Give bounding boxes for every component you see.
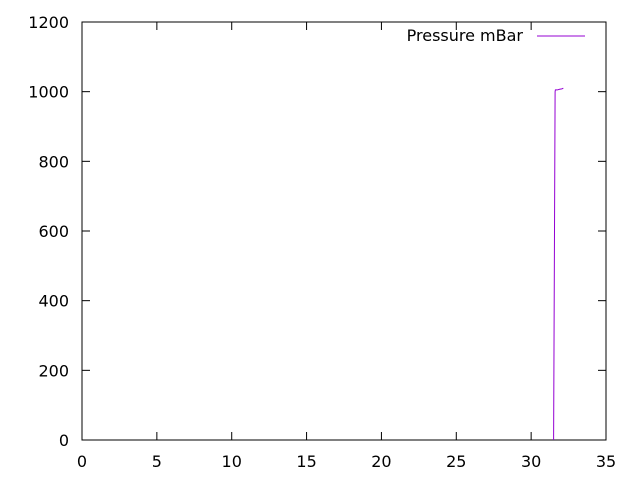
series-layer (553, 87, 564, 441)
x-tick-label: 0 (77, 452, 87, 471)
legend: Pressure mBar (407, 26, 585, 45)
axis-tick-labels: 0 5 10 15 20 25 30 35 0 200 400 600 800 1000 1200 (28, 13, 616, 471)
y-tick-label: 600 (38, 222, 69, 241)
y-tick-label: 400 (38, 292, 69, 311)
x-tick-label: 5 (152, 452, 162, 471)
series-line-pressure (553, 87, 564, 441)
y-tick-label: 0 (59, 431, 69, 450)
x-tick-label: 15 (296, 452, 316, 471)
y-tick-label: 1000 (28, 83, 69, 102)
x-tick-label: 30 (521, 452, 541, 471)
x-tick-label: 35 (596, 452, 616, 471)
y-tick-label: 200 (38, 361, 69, 380)
axis-ticks (81, 21, 607, 441)
legend-label-pressure: Pressure mBar (407, 26, 524, 45)
x-tick-label: 20 (371, 452, 391, 471)
plot-border (81, 21, 607, 441)
x-tick-label: 25 (446, 452, 466, 471)
y-tick-label: 800 (38, 152, 69, 171)
y-tick-label: 1200 (28, 13, 69, 32)
x-tick-label: 10 (222, 452, 242, 471)
